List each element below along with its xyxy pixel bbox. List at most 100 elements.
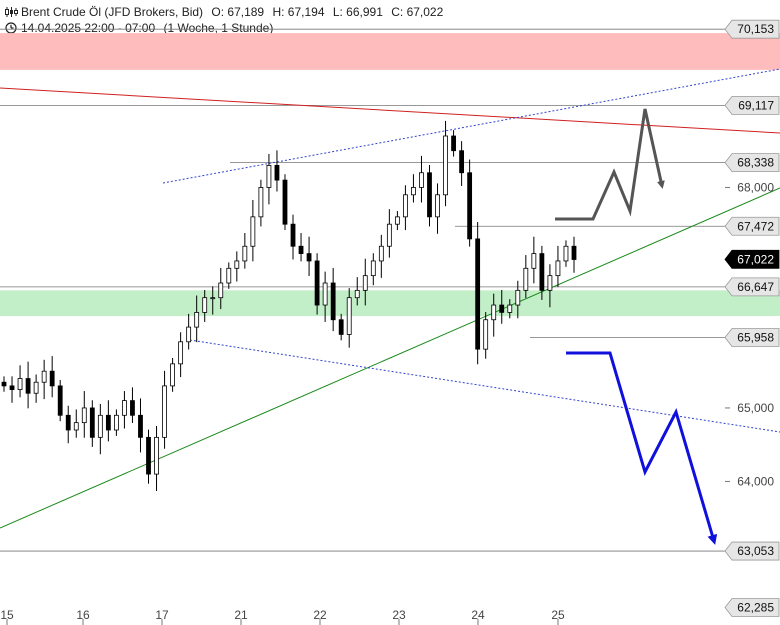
candle — [555, 245, 561, 288]
price-tag — [724, 19, 780, 39]
candle — [386, 209, 392, 258]
candle-body — [210, 297, 216, 300]
candle-body — [555, 260, 561, 277]
candle-body — [443, 135, 448, 196]
candle — [547, 264, 553, 308]
candle-body — [162, 385, 167, 438]
candle-body — [130, 400, 135, 416]
candle-body — [290, 223, 296, 247]
candle-body — [234, 260, 240, 269]
candle-body — [451, 135, 456, 152]
x-tick-label: 24 — [471, 608, 485, 622]
candle — [105, 400, 111, 442]
candle — [162, 370, 167, 449]
candle-body — [57, 385, 63, 416]
candle-body — [298, 245, 304, 254]
candle-body — [427, 172, 432, 218]
candle — [427, 165, 432, 227]
candle-body — [539, 253, 545, 291]
candle — [346, 288, 352, 348]
chart-header: Brent Crude Öl (JFD Brokers, Bid) O: 67,… — [5, 5, 448, 19]
price-tag — [724, 328, 780, 347]
candle-body — [97, 414, 103, 438]
candle — [178, 332, 184, 378]
key-levels — [0, 28, 725, 552]
candle-body — [523, 267, 529, 291]
support-zone — [0, 290, 780, 317]
x-tick-label: 15 — [0, 608, 14, 622]
candle-body — [266, 164, 272, 188]
bullish-scenario-path — [555, 108, 665, 221]
candle-body — [322, 282, 328, 306]
candle — [306, 236, 312, 277]
candle-body — [9, 385, 15, 390]
candle-body — [202, 297, 208, 313]
candle — [370, 253, 376, 286]
y-tick-label: 63,053 — [737, 544, 774, 558]
clock-icon — [5, 22, 17, 34]
candle — [330, 267, 336, 332]
candle-body — [403, 194, 408, 218]
candle — [194, 295, 200, 343]
candle-body — [146, 436, 151, 475]
candle — [138, 398, 143, 453]
y-tick-label: 68,000 — [737, 180, 774, 194]
y-tick-label: 65,958 — [737, 331, 774, 345]
candle — [475, 221, 481, 365]
ohlc-close: C: 67,022 — [391, 5, 444, 19]
chart-title: Brent Crude Öl (JFD Brokers, Bid) — [21, 5, 204, 19]
candle-body — [338, 319, 344, 335]
candle — [563, 240, 569, 267]
x-tick-label: 17 — [155, 608, 169, 622]
candle-body — [89, 407, 95, 438]
candle — [507, 299, 513, 319]
candle — [443, 120, 448, 207]
candlestick-icon — [5, 7, 18, 17]
candle — [81, 391, 87, 438]
candle-body — [531, 253, 537, 269]
candle — [523, 255, 529, 299]
candle-body — [467, 172, 473, 240]
candle-body — [17, 378, 23, 390]
candle-body — [563, 245, 569, 262]
resistance-zone — [0, 33, 780, 70]
y-tick-label: 68,338 — [737, 156, 774, 170]
candle — [1, 376, 7, 392]
candle-body — [250, 216, 256, 247]
candle-body — [282, 179, 288, 225]
y-tick-label: 69,117 — [738, 98, 774, 112]
channel-lower — [189, 339, 780, 433]
candle-body — [507, 304, 513, 313]
candle-body — [386, 223, 392, 247]
candle — [41, 359, 47, 400]
candle — [122, 391, 127, 429]
candle — [113, 409, 119, 436]
support-trendline — [0, 187, 780, 529]
candle-body — [41, 370, 47, 383]
candle — [403, 185, 408, 231]
candle-body — [274, 164, 280, 181]
candle-body — [49, 370, 55, 387]
candle-body — [65, 414, 71, 431]
candle-body — [226, 267, 232, 284]
candle — [338, 313, 344, 341]
channel-upper — [162, 68, 780, 184]
candle-body — [378, 245, 384, 262]
candle — [274, 150, 280, 192]
candle — [491, 293, 497, 337]
candle-body — [186, 326, 192, 343]
candle-body — [362, 275, 368, 291]
candle — [250, 199, 256, 262]
candle — [49, 356, 55, 398]
candle-body — [194, 311, 200, 328]
candle — [362, 258, 368, 306]
x-tick-label: 22 — [313, 608, 327, 622]
candle — [146, 429, 151, 484]
candle — [378, 234, 384, 278]
price-tag — [724, 95, 780, 115]
candle — [33, 374, 39, 403]
x-tick-label: 16 — [76, 608, 90, 622]
candle — [435, 183, 440, 234]
candles — [1, 120, 577, 492]
